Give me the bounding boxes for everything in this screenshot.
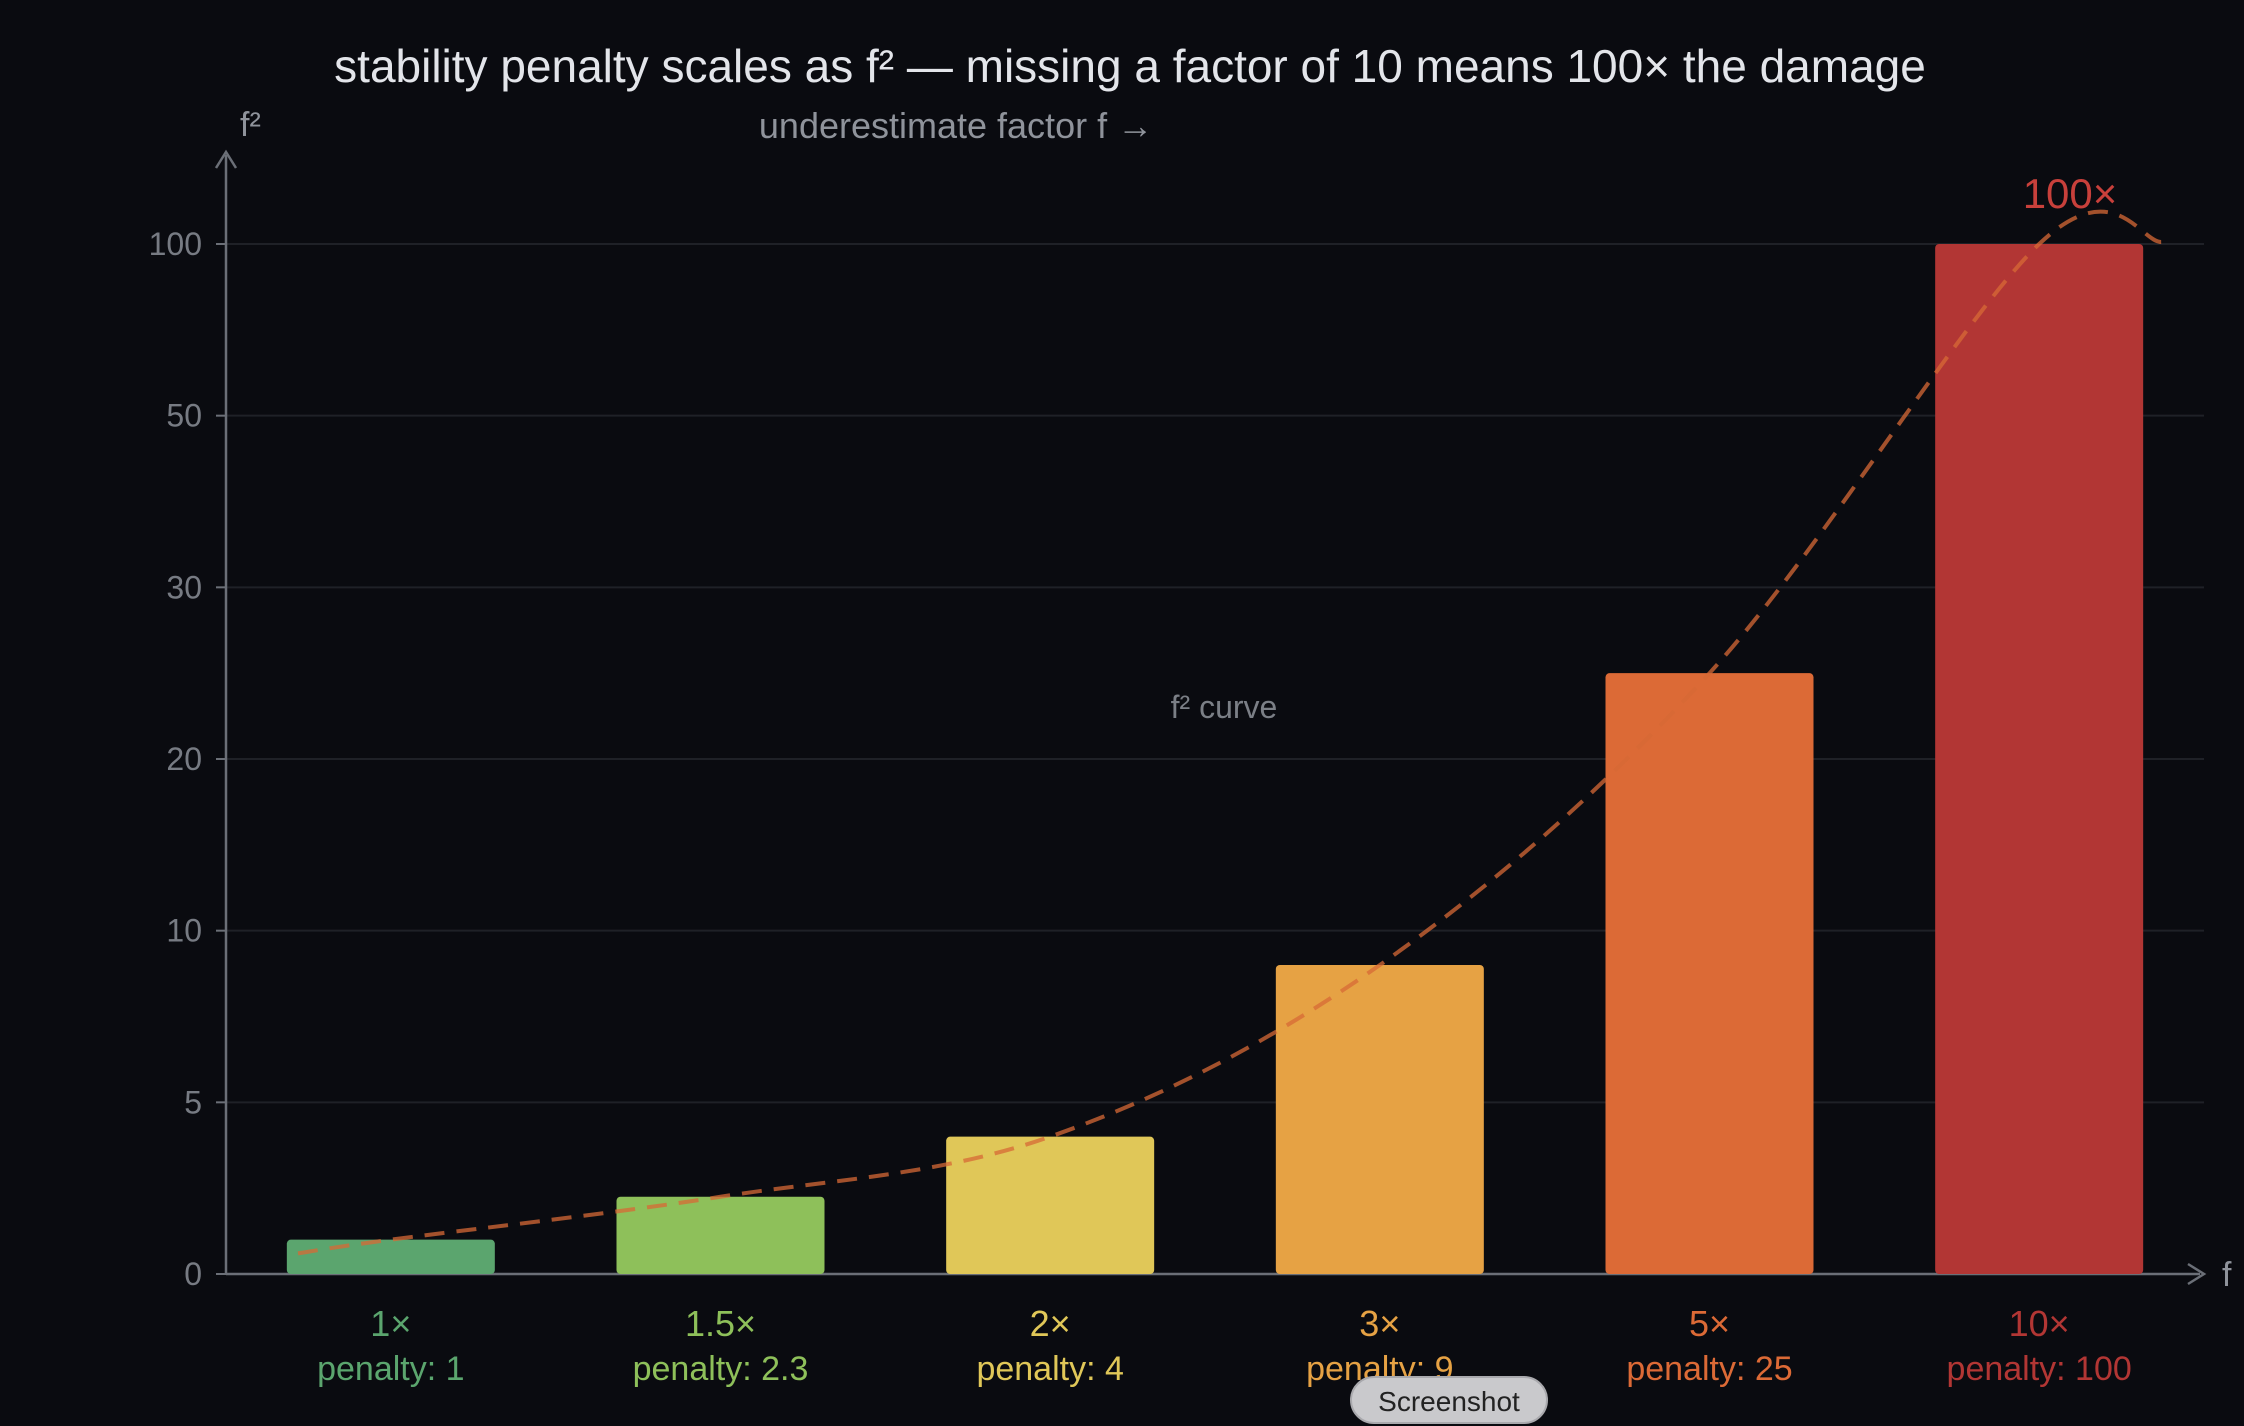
y-tick-label: 5 [184, 1084, 202, 1120]
curve-label: f² curve [1171, 689, 1278, 725]
category-label: 2× [1030, 1303, 1071, 1344]
chart-title: stability penalty scales as f² — missing… [334, 40, 1926, 92]
category-labels: 1× penalty: 1 1.5× penalty: 2.3 2× penalty: 4… [317, 1303, 2132, 1388]
penalty-label: penalty: 1 [317, 1350, 464, 1388]
screenshot-badge[interactable]: Screenshot [1350, 1376, 1548, 1424]
x-axis-label: f [2222, 1256, 2232, 1294]
peak-annotation: 100× [2023, 170, 2118, 217]
y-tick-labels: 0 5 10 20 30 50 100 [149, 226, 202, 1292]
category-label: 1× [370, 1303, 411, 1344]
penalty-label: penalty: 2.3 [633, 1350, 809, 1388]
y-tick-label: 100 [149, 226, 202, 262]
y-tick-label: 0 [184, 1256, 202, 1292]
bar [946, 1136, 1155, 1274]
chart-subtitle: underestimate factor f → [759, 105, 1153, 146]
f-squared-curve [297, 209, 2162, 1256]
y-axis-label: f² [240, 106, 261, 144]
category-label: 3× [1359, 1303, 1400, 1344]
bar [1275, 965, 1484, 1274]
penalty-label: penalty: 25 [1626, 1350, 1792, 1388]
x-axis-arrow [2187, 1262, 2207, 1286]
bars [286, 244, 2144, 1274]
gridlines [216, 243, 2204, 1275]
y-tick-label: 20 [166, 741, 202, 777]
bar [286, 1239, 495, 1274]
penalty-label: penalty: 4 [976, 1350, 1123, 1388]
y-tick-label: 30 [166, 569, 202, 605]
category-label: 1.5× [685, 1303, 756, 1344]
bar [1935, 244, 2144, 1274]
y-tick-label: 50 [166, 398, 202, 434]
bar [616, 1196, 825, 1274]
category-label: 10× [2009, 1303, 2070, 1344]
penalty-label: penalty: 100 [1947, 1350, 2132, 1388]
y-tick-label: 10 [166, 913, 202, 949]
category-label: 5× [1689, 1303, 1730, 1344]
bar [1605, 673, 1814, 1274]
y-axis-arrow [214, 149, 238, 169]
